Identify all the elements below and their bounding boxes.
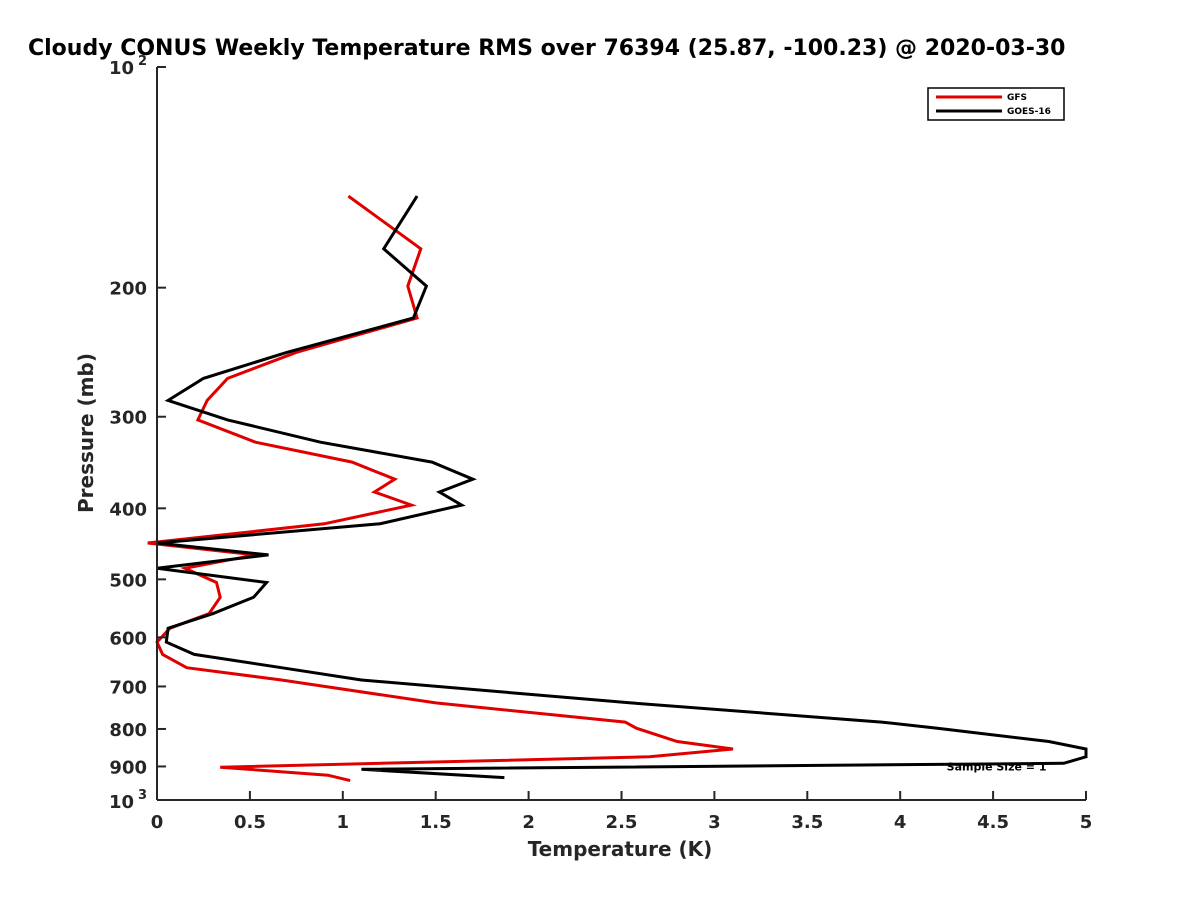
x-tick-label: 4 <box>894 812 907 833</box>
series-line-1 <box>156 195 1088 780</box>
y-tick-label: 400 <box>109 499 147 520</box>
x-tick-label: 1.5 <box>420 812 452 833</box>
y-tick-label: 800 <box>109 720 147 741</box>
x-axis-label: Temperature (K) <box>528 837 713 861</box>
sample-size-annotation: Sample Size = 1 <box>947 760 1047 773</box>
x-tick-label: 1 <box>337 812 350 833</box>
x-tick-label: 0.5 <box>234 812 266 833</box>
y-tick-exponent: 3 <box>138 788 147 803</box>
x-tick-label: 2.5 <box>606 812 638 833</box>
y-tick-label: 900 <box>109 757 147 778</box>
y-tick-label: 200 <box>109 279 147 300</box>
annotation-layer: Sample Size = 1 <box>947 760 1047 773</box>
ticks-layer: 0 0.5 1 1.5 2 2.5 3 3.5 4 4.5 5 200 300 400 500 600 700 8… <box>109 54 1092 833</box>
series-layer <box>147 194 1088 783</box>
y-tick-label: 700 <box>109 677 147 698</box>
legend-label-1: GOES-16 <box>1007 107 1051 117</box>
chart-title: Cloudy CONUS Weekly Temperature RMS over… <box>28 36 1065 61</box>
legend-label-0: GFS <box>1007 93 1027 103</box>
x-tick-label: 4.5 <box>977 812 1009 833</box>
y-tick-label: 600 <box>109 628 147 649</box>
series-line-0 <box>147 194 734 783</box>
x-tick-label: 3.5 <box>791 812 823 833</box>
y-axis-label: Pressure (mb) <box>74 353 98 513</box>
axes-layer <box>156 67 1086 801</box>
x-tick-label: 0 <box>151 812 164 833</box>
y-tick-exponent: 2 <box>138 54 147 69</box>
x-tick-label: 3 <box>708 812 721 833</box>
legend: GFS GOES-16 <box>927 87 1065 121</box>
legend-box <box>927 87 1065 121</box>
y-tick-label: 500 <box>109 570 147 591</box>
x-tick-label: 5 <box>1080 812 1093 833</box>
y-tick-base: 10 <box>109 792 134 813</box>
x-tick-label: 2 <box>522 812 535 833</box>
y-tick-label: 300 <box>109 408 147 429</box>
y-tick-base: 10 <box>109 58 134 79</box>
